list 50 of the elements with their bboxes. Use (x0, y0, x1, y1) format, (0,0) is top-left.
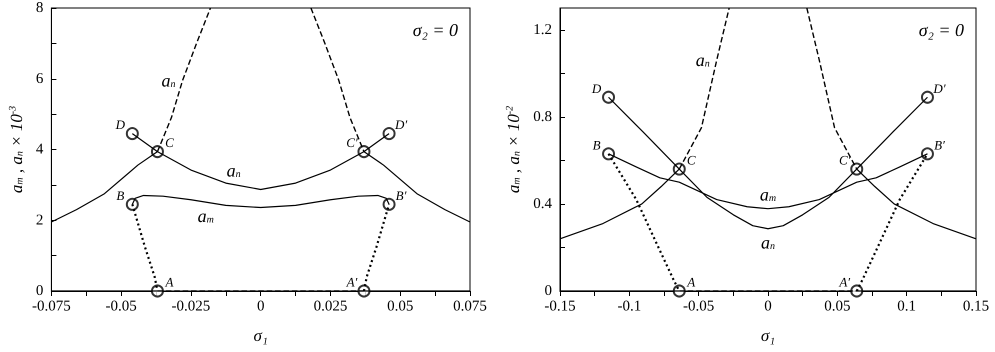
x-axis-title: σ₁ (760, 326, 776, 345)
annotation: D′ (932, 80, 946, 96)
annotation: A′ (346, 274, 358, 290)
annotation: C (686, 152, 696, 168)
annotation: B (116, 188, 124, 203)
x-tick-label: 0.15 (962, 298, 990, 314)
y-tick-label: 8 (36, 0, 44, 16)
y-tick-label: 0.4 (533, 196, 552, 212)
x-tick-label: -0.1 (617, 298, 642, 314)
x-tick-label: 0 (764, 298, 772, 314)
annotation: am (760, 184, 776, 205)
y-tick-label: 0 (544, 283, 552, 299)
x-tick-label: -0.15 (544, 298, 576, 314)
annotation: B′ (934, 137, 946, 152)
annotation: σ₂ = 0 (412, 20, 458, 40)
annotation: σ₂ = 0 (918, 20, 964, 40)
y-tick-label: 0.8 (533, 108, 552, 125)
y-tick-label: 2 (36, 212, 44, 228)
annotation: B′ (396, 188, 407, 203)
annotation: D′ (394, 117, 408, 132)
y-axis-title: am , an × 10-2 (504, 106, 523, 194)
annotation: D (114, 117, 126, 132)
x-tick-label: -0.05 (683, 298, 714, 314)
annotation: an (162, 70, 176, 91)
x-tick-label: -0.075 (32, 298, 71, 314)
x-tick-label: 0.025 (314, 298, 348, 314)
x-tick-label: -0.025 (172, 298, 210, 314)
x-axis-title: σ₁ (254, 326, 268, 345)
annotation: an (761, 232, 775, 253)
annotation: an (226, 160, 241, 181)
y-tick-label: 1.2 (533, 22, 552, 38)
annotation: C (165, 135, 174, 150)
annotation: an (696, 50, 710, 70)
y-tick-label: 4 (36, 142, 44, 158)
annotation: D (590, 80, 602, 96)
x-tick-label: 0.05 (387, 298, 414, 314)
annotation: C′ (346, 135, 358, 150)
x-tick-label: 0 (256, 298, 264, 314)
y-axis-title: am , an × 10-3 (7, 106, 26, 194)
annotation: am (198, 206, 214, 226)
x-tick-label: 0.075 (453, 298, 487, 314)
y-tick-label: 0 (36, 283, 44, 299)
annotation: A (164, 274, 174, 290)
annotation: A (686, 274, 696, 290)
annotation: B (592, 137, 601, 152)
annotation: A′ (838, 274, 850, 290)
x-tick-label: 0.05 (824, 298, 850, 314)
x-tick-label: -0.05 (106, 298, 137, 314)
y-tick-label: 6 (36, 70, 44, 87)
x-tick-label: 0.1 (897, 298, 916, 314)
